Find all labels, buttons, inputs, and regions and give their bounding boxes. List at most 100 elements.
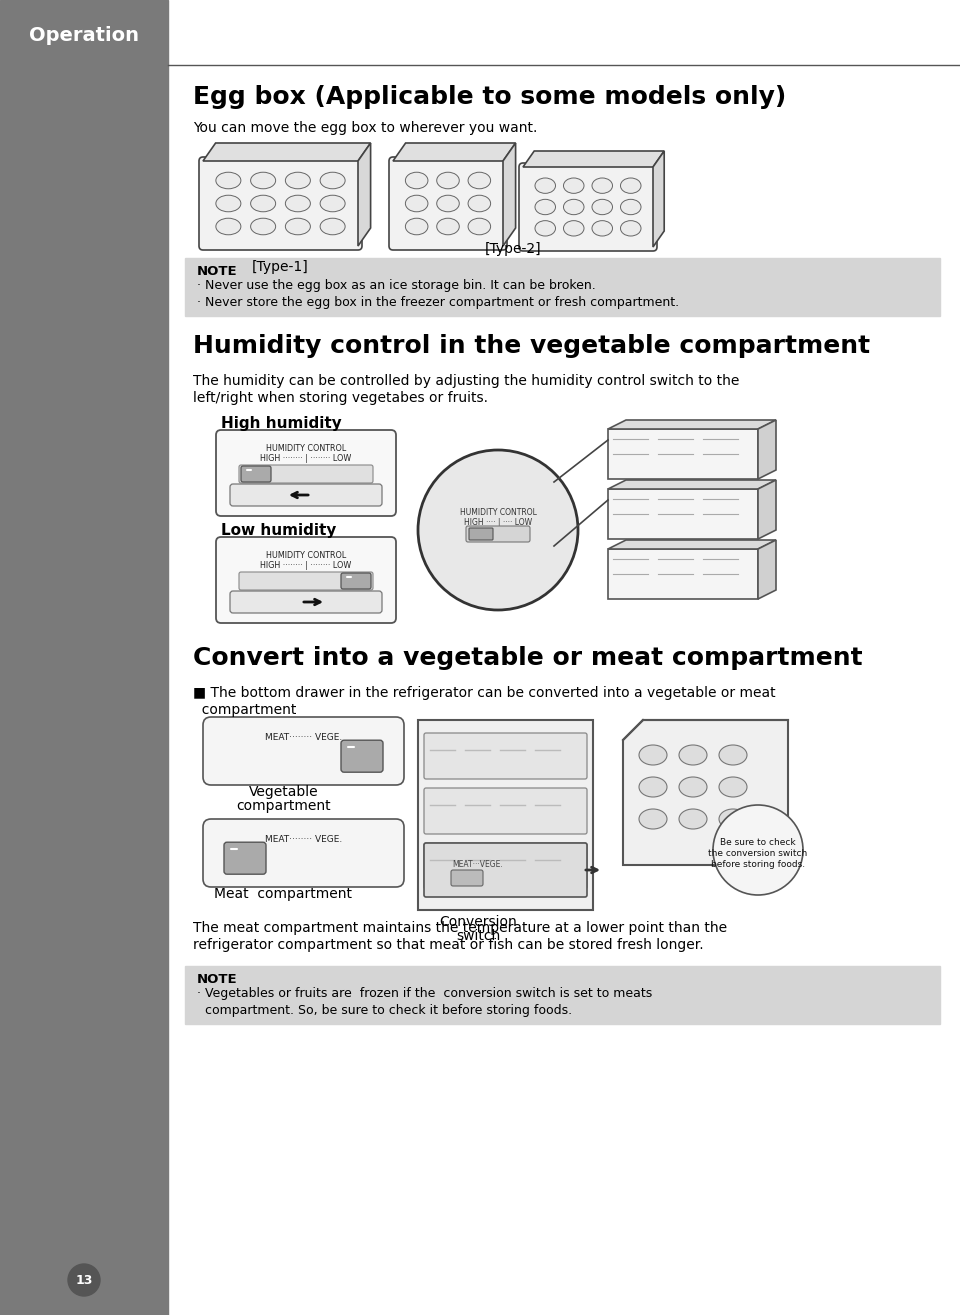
- Text: HIGH ········ | ········ LOW: HIGH ········ | ········ LOW: [260, 454, 351, 463]
- Text: Egg box (Applicable to some models only): Egg box (Applicable to some models only): [193, 85, 786, 109]
- Polygon shape: [523, 151, 664, 167]
- FancyBboxPatch shape: [466, 526, 530, 542]
- Ellipse shape: [320, 195, 346, 212]
- Text: MEAT···VEGE.: MEAT···VEGE.: [452, 860, 503, 869]
- Ellipse shape: [639, 777, 667, 797]
- Text: NOTE: NOTE: [197, 266, 238, 277]
- FancyBboxPatch shape: [519, 163, 657, 251]
- Ellipse shape: [216, 218, 241, 235]
- Polygon shape: [653, 151, 664, 247]
- Text: Meat  compartment: Meat compartment: [214, 888, 352, 901]
- Ellipse shape: [535, 178, 556, 193]
- FancyBboxPatch shape: [216, 430, 396, 515]
- Text: HIGH ········ | ········ LOW: HIGH ········ | ········ LOW: [260, 562, 351, 569]
- Text: Convert into a vegetable or meat compartment: Convert into a vegetable or meat compart…: [193, 646, 863, 671]
- Text: the conversion switch: the conversion switch: [708, 849, 807, 857]
- Polygon shape: [608, 480, 776, 489]
- Polygon shape: [203, 143, 371, 160]
- Ellipse shape: [592, 178, 612, 193]
- Text: compartment: compartment: [236, 800, 331, 813]
- Text: [Type-1]: [Type-1]: [252, 260, 309, 274]
- Polygon shape: [608, 540, 776, 548]
- Text: 13: 13: [75, 1273, 93, 1286]
- Ellipse shape: [216, 172, 241, 189]
- Text: Humidity control in the vegetable compartment: Humidity control in the vegetable compar…: [193, 334, 870, 358]
- Ellipse shape: [719, 809, 747, 828]
- Text: HIGH ···· | ···· LOW: HIGH ···· | ···· LOW: [464, 518, 532, 527]
- FancyBboxPatch shape: [424, 788, 587, 834]
- Text: The meat compartment maintains the temperature at a lower point than the: The meat compartment maintains the tempe…: [193, 920, 727, 935]
- Ellipse shape: [320, 218, 346, 235]
- Bar: [185, 258, 940, 316]
- Text: · Never store the egg box in the freezer compartment or fresh compartment.: · Never store the egg box in the freezer…: [197, 296, 679, 309]
- Ellipse shape: [592, 200, 612, 214]
- Circle shape: [713, 805, 803, 896]
- FancyBboxPatch shape: [424, 843, 587, 889]
- Ellipse shape: [285, 172, 310, 189]
- Ellipse shape: [320, 172, 346, 189]
- FancyBboxPatch shape: [239, 466, 373, 483]
- Ellipse shape: [251, 172, 276, 189]
- Ellipse shape: [535, 221, 556, 235]
- Text: left/right when storing vegetabes or fruits.: left/right when storing vegetabes or fru…: [193, 391, 488, 405]
- Text: Be sure to check: Be sure to check: [720, 838, 796, 847]
- Text: NOTE: NOTE: [197, 973, 238, 986]
- Ellipse shape: [285, 218, 310, 235]
- Text: Vegetable: Vegetable: [249, 785, 319, 800]
- Text: The humidity can be controlled by adjusting the humidity control switch to the: The humidity can be controlled by adjust…: [193, 373, 739, 388]
- FancyBboxPatch shape: [341, 573, 371, 589]
- Text: [Type-2]: [Type-2]: [485, 242, 541, 256]
- Ellipse shape: [564, 178, 584, 193]
- FancyBboxPatch shape: [418, 721, 593, 910]
- Ellipse shape: [620, 221, 641, 235]
- Text: · Never use the egg box as an ice storage bin. It can be broken.: · Never use the egg box as an ice storag…: [197, 279, 596, 292]
- Circle shape: [418, 450, 578, 610]
- Text: HUMIDITY CONTROL: HUMIDITY CONTROL: [460, 508, 537, 517]
- Ellipse shape: [679, 777, 707, 797]
- Text: Conversion: Conversion: [439, 915, 516, 928]
- Ellipse shape: [437, 172, 459, 189]
- Text: MEAT········ VEGE.: MEAT········ VEGE.: [265, 835, 342, 844]
- Polygon shape: [758, 540, 776, 600]
- FancyBboxPatch shape: [341, 740, 383, 772]
- FancyBboxPatch shape: [224, 842, 266, 874]
- Polygon shape: [608, 419, 776, 429]
- Text: HUMIDITY CONTROL: HUMIDITY CONTROL: [266, 551, 347, 560]
- Text: HUMIDITY CONTROL: HUMIDITY CONTROL: [266, 444, 347, 452]
- Ellipse shape: [468, 172, 491, 189]
- Text: You can move the egg box to wherever you want.: You can move the egg box to wherever you…: [193, 121, 538, 135]
- FancyBboxPatch shape: [608, 548, 758, 600]
- Text: MEAT········ VEGE.: MEAT········ VEGE.: [265, 732, 342, 742]
- Text: Operation: Operation: [29, 25, 139, 45]
- Ellipse shape: [620, 200, 641, 214]
- Ellipse shape: [405, 195, 428, 212]
- Polygon shape: [358, 143, 371, 246]
- Text: refrigerator compartment so that meat or fish can be stored fresh longer.: refrigerator compartment so that meat or…: [193, 938, 704, 952]
- Polygon shape: [758, 419, 776, 479]
- Polygon shape: [503, 143, 516, 246]
- FancyBboxPatch shape: [608, 429, 758, 479]
- FancyBboxPatch shape: [239, 572, 373, 590]
- Ellipse shape: [437, 195, 459, 212]
- Ellipse shape: [564, 221, 584, 235]
- Text: compartment: compartment: [193, 704, 297, 717]
- Ellipse shape: [592, 221, 612, 235]
- Ellipse shape: [251, 195, 276, 212]
- Ellipse shape: [564, 200, 584, 214]
- Ellipse shape: [719, 777, 747, 797]
- Circle shape: [68, 1264, 100, 1297]
- Ellipse shape: [468, 195, 491, 212]
- Polygon shape: [623, 721, 788, 865]
- FancyBboxPatch shape: [424, 843, 587, 897]
- FancyBboxPatch shape: [203, 717, 404, 785]
- Text: · Vegetables or fruits are  frozen if the  conversion switch is set to meats: · Vegetables or fruits are frozen if the…: [197, 988, 652, 999]
- Ellipse shape: [216, 195, 241, 212]
- Text: switch: switch: [456, 928, 500, 943]
- Ellipse shape: [639, 746, 667, 765]
- Ellipse shape: [719, 746, 747, 765]
- FancyBboxPatch shape: [608, 489, 758, 539]
- Bar: [185, 967, 940, 1024]
- Ellipse shape: [679, 746, 707, 765]
- Ellipse shape: [405, 218, 428, 235]
- FancyBboxPatch shape: [230, 484, 382, 506]
